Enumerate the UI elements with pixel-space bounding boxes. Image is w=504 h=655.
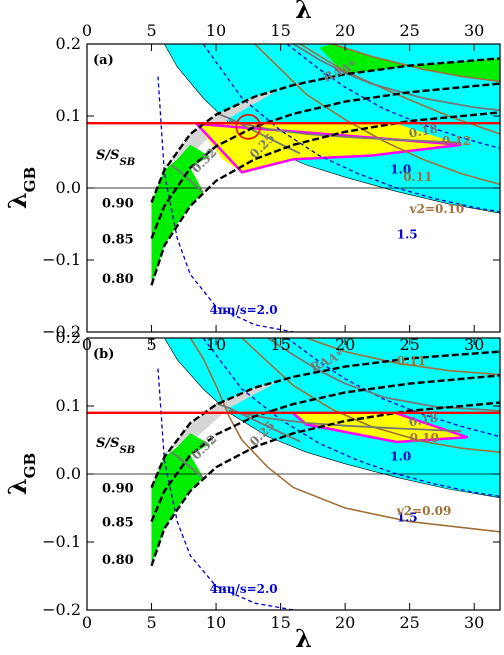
y-tick-label: 0.2 [56, 34, 81, 53]
x-tick-label-bottom: 25 [399, 613, 419, 632]
entropy-label: 0.85 [102, 232, 134, 247]
panel-b [87, 338, 500, 610]
eta-label: 4πη/s=2.0 [210, 303, 278, 317]
entropy-curve [150, 57, 500, 203]
panel-tag: (a) [93, 53, 114, 68]
x-tick-label-mid: 0 [82, 335, 92, 354]
entropy-curve [150, 82, 500, 239]
x-tick-label-top: 30 [464, 21, 484, 40]
x-tick-label-bottom: 20 [335, 613, 355, 632]
entropy-label: 0.85 [102, 516, 134, 531]
y-tick-label: 0.0 [56, 464, 81, 483]
x-tick-label-mid: 20 [335, 335, 355, 354]
green-region [151, 433, 210, 522]
eta-curve [286, 338, 500, 438]
v2-label: 0.12 [442, 134, 471, 148]
x-tick-label-top: 25 [399, 21, 419, 40]
x-tick-label-top: 20 [335, 21, 355, 40]
entropy-curve [150, 374, 500, 523]
x-tick-label-mid: 25 [399, 335, 419, 354]
x-tick-label-mid: 5 [146, 335, 156, 354]
y-axis-title: λGB [3, 453, 39, 495]
entropy-header-sub: SB [120, 444, 136, 455]
y-tick-label: −0.2 [42, 600, 81, 619]
eta-curve [286, 44, 500, 150]
eta-label: 1.0 [390, 163, 411, 177]
entropy-curve [150, 350, 500, 489]
y-tick-label: 0.1 [56, 396, 81, 415]
raa-curve [170, 451, 204, 479]
v2-curve [306, 338, 500, 376]
green-region [319, 44, 500, 82]
x-axis-title-bottom: λ [295, 624, 312, 650]
raa-curve [215, 402, 301, 443]
entropy-label: 0.90 [102, 482, 134, 497]
x-tick-label-mid: 30 [464, 335, 484, 354]
eta-label: 1.5 [397, 227, 418, 241]
v2-curve [189, 338, 500, 533]
eta-label: 1.0 [390, 449, 411, 463]
v2-label: 0.10 [410, 431, 439, 445]
y-tick-label: −0.1 [42, 532, 81, 551]
raa-curve [228, 409, 462, 433]
v2-curve [241, 338, 500, 453]
eta-curve [202, 44, 500, 213]
v2-label: v2=0.10 [409, 202, 465, 216]
y-tick-label: 0.0 [56, 178, 81, 197]
eta-curve [202, 338, 500, 498]
v2-label: v2=0.09 [396, 504, 452, 518]
x-tick-label-bottom: 0 [82, 613, 92, 632]
green-region [151, 167, 204, 286]
v2-curve [331, 44, 500, 83]
entropy-label: 0.90 [102, 196, 134, 211]
y-axis-title-sub: GB [21, 453, 39, 479]
x-tick-label-top: 10 [206, 21, 226, 40]
y-tick-label: −0.2 [42, 322, 81, 341]
y-axis-title: λGB [3, 167, 39, 209]
raa-curve [293, 44, 500, 112]
panel-tag: (b) [93, 347, 114, 362]
y-tick-label: −0.1 [42, 250, 81, 269]
entropy-header: S/SSB [96, 436, 135, 456]
x-tick-label-bottom: 15 [270, 613, 290, 632]
v2-label: 0.11 [397, 354, 426, 368]
highlight-circle [235, 114, 262, 140]
magenta-outline [292, 412, 469, 444]
eta-curve [157, 368, 294, 610]
y-tick-label: 0.1 [56, 106, 81, 125]
green-region [151, 455, 204, 566]
raa-curve [267, 338, 500, 412]
x-tick-label-top: 15 [270, 21, 290, 40]
x-tick-label-mid: 15 [270, 335, 290, 354]
panel-a [87, 44, 500, 332]
raa-label: 0.18 [408, 410, 439, 429]
x-tick-label-top: 5 [146, 21, 156, 40]
entropy-header-sub: SB [120, 157, 136, 168]
v2-curve [254, 44, 500, 186]
entropy-label: 0.80 [102, 272, 134, 287]
entropy-curve [150, 401, 500, 567]
x-tick-label-bottom: 30 [464, 613, 484, 632]
raa-curve [170, 164, 204, 193]
entropy-header: S/SSB [96, 148, 135, 168]
eta-label: 4πη/s=2.0 [210, 582, 278, 596]
x-axis-title-top: λ [295, 0, 312, 24]
green-region [151, 144, 210, 239]
raa-label: 0.18 [408, 122, 439, 141]
x-tick-label-mid: 10 [206, 335, 226, 354]
y-tick-label: 0.2 [56, 328, 81, 347]
entropy-label: 0.80 [102, 553, 134, 568]
x-tick-label-top: 0 [82, 21, 92, 40]
x-tick-label-bottom: 10 [206, 613, 226, 632]
v2-label: 0.11 [403, 170, 432, 184]
y-axis-title-sub: GB [21, 167, 39, 193]
x-tick-label-bottom: 5 [146, 613, 156, 632]
eta-label: 1.5 [397, 511, 418, 525]
